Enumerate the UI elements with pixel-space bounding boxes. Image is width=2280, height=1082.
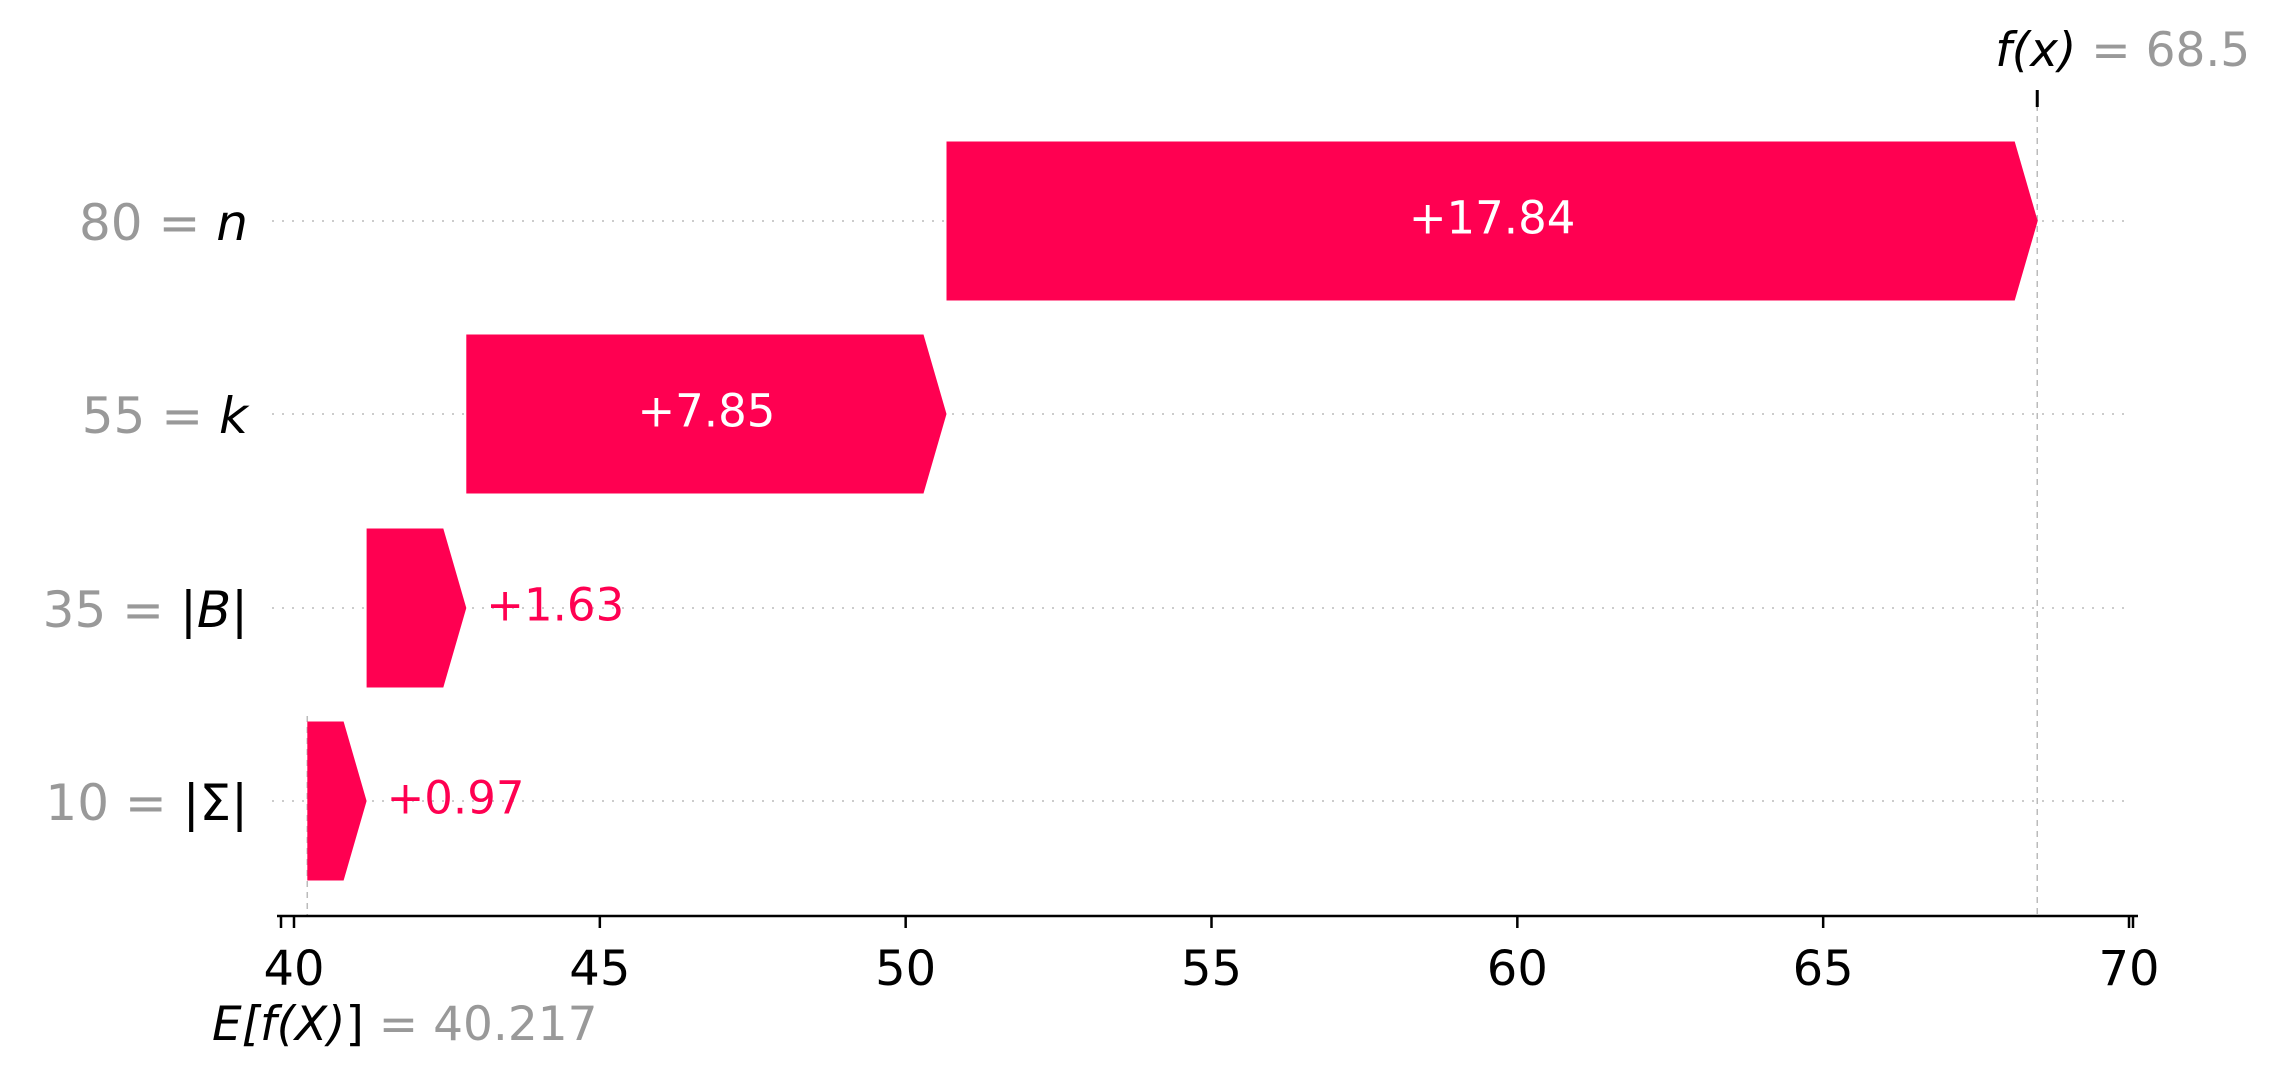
feature-equals: =	[143, 194, 217, 252]
feature-value: 80	[79, 194, 143, 252]
bar-2	[466, 334, 947, 494]
output-value-label: f(x) = 68.5	[1995, 23, 2250, 78]
bar-label-4: +0.97	[387, 772, 525, 825]
feature-value: 35	[43, 581, 107, 639]
feature-label-1: 80 = n	[79, 194, 248, 252]
bar-1	[946, 141, 2038, 301]
bar-4	[307, 721, 367, 881]
feature-labels: 80 = n 55 = k 35 = |B| 10 = |Σ|	[43, 194, 250, 832]
feature-value: 10	[45, 774, 109, 832]
reference-lines	[306, 105, 2038, 916]
base-label-expectation: E[	[212, 997, 262, 1052]
feature-equals: =	[106, 581, 180, 639]
feature-equals: =	[109, 774, 183, 832]
feature-name-part: |	[231, 581, 248, 639]
feature-label-3: 35 = |B|	[43, 581, 248, 639]
feature-equals: =	[145, 387, 219, 445]
base-label-arg: (X)	[277, 997, 346, 1052]
feature-name-part: |	[180, 581, 197, 639]
feature-value: 55	[82, 387, 146, 445]
output-label-arg: (x)	[2012, 23, 2077, 78]
bar-3	[366, 528, 467, 688]
x-tick-label: 60	[1487, 941, 1548, 997]
feature-label-2: 55 = k	[82, 387, 250, 445]
base-label-equals: =	[364, 997, 433, 1052]
bars	[307, 141, 2038, 881]
x-tick-label: 70	[2098, 941, 2159, 997]
base-value-label: E[f(X)] = 40.217	[212, 997, 598, 1052]
gridlines	[272, 220, 2130, 802]
feature-name-part: |Σ|	[183, 774, 248, 832]
feature-name: k	[219, 387, 250, 445]
x-tick-label: 40	[263, 941, 324, 997]
feature-name-part: B	[197, 581, 231, 639]
base-label-value: 40.217	[433, 997, 597, 1052]
feature-label-4: 10 = |Σ|	[45, 774, 248, 832]
x-tick-label: 65	[1793, 941, 1854, 997]
bar-label-1: +17.84	[1409, 192, 1576, 245]
output-label-equals: =	[2076, 23, 2145, 78]
output-label-value: 68.5	[2146, 23, 2251, 78]
x-tick-label: 50	[875, 941, 936, 997]
bar-label-2: +7.85	[637, 385, 775, 438]
x-tick-label: 45	[569, 941, 630, 997]
bar-labels: +17.84 +7.85 +1.63 +0.97	[387, 192, 1576, 825]
annotations: E[f(X)] = 40.217 f(x) = 68.5	[212, 23, 2250, 1052]
x-axis: 40 45 50 55 60 65 70	[263, 914, 2160, 997]
feature-name: n	[216, 194, 248, 252]
bar-label-3: +1.63	[486, 579, 624, 632]
x-tick-label: 55	[1181, 941, 1242, 997]
base-label-bracket: ]	[345, 997, 363, 1052]
